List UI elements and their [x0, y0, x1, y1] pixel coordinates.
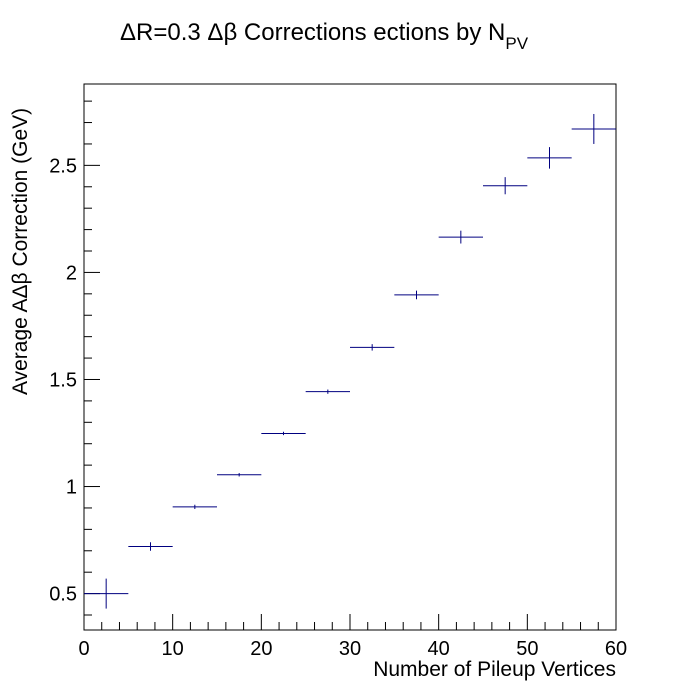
x-axis-ticks: 0 10 20 30 40 50 60 [78, 614, 627, 660]
chart-title-subscript: PV [505, 34, 528, 53]
y-tick-label: 0.5 [49, 584, 77, 606]
data-point [527, 147, 572, 169]
y-tick-label: 1.5 [49, 369, 77, 391]
x-tick-label: 0 [78, 638, 89, 660]
data-point [128, 542, 173, 551]
data-point [394, 290, 439, 300]
data-point [438, 230, 483, 244]
x-tick-label: 50 [516, 638, 538, 660]
data-point [172, 504, 217, 510]
plot-frame [83, 83, 617, 631]
data-point [350, 344, 395, 351]
data-point [261, 431, 306, 436]
data-points [84, 113, 616, 609]
data-point [571, 113, 616, 144]
x-tick-label: 20 [250, 638, 272, 660]
x-tick-label: 30 [339, 638, 361, 660]
x-tick-label: 10 [162, 638, 184, 660]
y-tick-label: 1 [66, 477, 77, 499]
x-axis-label: Number of Pileup Vertices [373, 658, 616, 681]
y-axis-ticks: 0.5 1 1.5 2 2.5 [49, 100, 100, 616]
data-point [84, 578, 129, 609]
data-point [483, 177, 528, 195]
data-point [217, 473, 262, 477]
x-tick-label: 40 [428, 638, 450, 660]
data-point [305, 389, 350, 394]
x-tick-label: 60 [605, 638, 627, 660]
chart-title-main: ΔR=0.3 Δβ Corrections ections by N [120, 19, 505, 46]
chart-title: ΔR=0.3 Δβ Corrections ections by NPV [120, 19, 529, 53]
y-axis-label: Average AΔβ Correction (GeV) [9, 108, 32, 395]
y-tick-label: 2.5 [49, 155, 77, 177]
y-tick-label: 2 [66, 262, 77, 284]
